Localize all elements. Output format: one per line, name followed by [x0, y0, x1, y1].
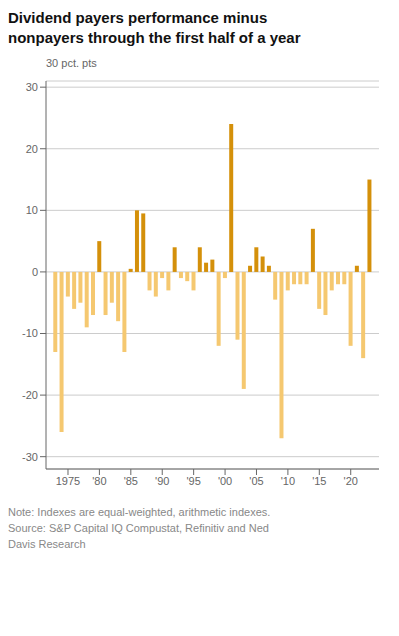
html-text:Dividend payers performance mi: Dividend payers performance minus nonpay… [8, 9, 301, 46]
html-text:30 pct. pts: 30 pct. pts [46, 57, 97, 69]
svg-text:'15: '15 [312, 475, 326, 487]
svg-text:1975: 1975 [56, 475, 80, 487]
svg-text:'85: '85 [124, 475, 138, 487]
svg-text:0: 0 [32, 266, 38, 278]
svg-text:'95: '95 [186, 475, 200, 487]
html-text:Note: Indexes are equal-weight: Note: Indexes are equal-weighted, arithm… [8, 506, 271, 550]
svg-text:-30: -30 [22, 451, 38, 463]
svg-text:'90: '90 [155, 475, 169, 487]
svg-text:'80: '80 [92, 475, 106, 487]
svg-text:'20: '20 [344, 475, 358, 487]
svg-text:-10: -10 [22, 327, 38, 339]
svg-text:'10: '10 [281, 475, 295, 487]
svg-text:'05: '05 [249, 475, 263, 487]
svg-text:'00: '00 [218, 475, 232, 487]
svg-text:20: 20 [26, 143, 38, 155]
svg-text:10: 10 [26, 204, 38, 216]
svg-text:-20: -20 [22, 389, 38, 401]
svg-text:30: 30 [26, 81, 38, 93]
